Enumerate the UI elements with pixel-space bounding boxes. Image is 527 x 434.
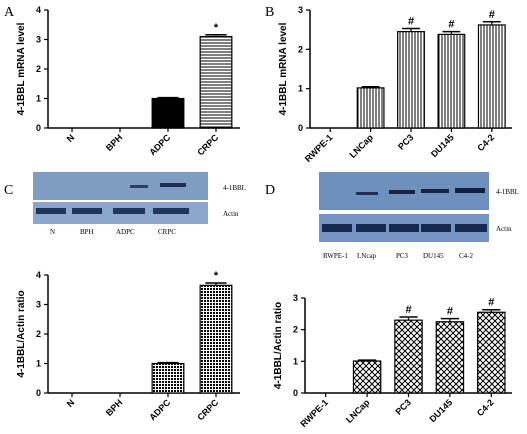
chart-b-ytick-label: 3 <box>298 5 303 15</box>
chart-b-xtick-label: DU145 <box>429 132 456 159</box>
chart-d-ytick-label: 1 <box>293 356 298 366</box>
chart-c-significance-mark: * <box>214 270 219 282</box>
chart-c-ytick-label: 3 <box>36 300 41 310</box>
chart-a-ytick-label: 1 <box>36 94 41 104</box>
chart-b-bar <box>477 24 506 129</box>
blot-d-lane-rwpe1: RWPE-1 <box>323 252 348 260</box>
chart-b-ylabel: 4-1BBL mRNA level <box>278 22 289 115</box>
chart-d-bar <box>435 321 465 394</box>
blot-d-actin-rwpe1 <box>322 224 352 232</box>
chart-d-xtick-label: RWPE-1 <box>298 397 330 429</box>
chart-d-bar <box>394 319 423 394</box>
western-blot-c: 4-1BBL Actin N BPH ADPC CRPC <box>33 172 246 236</box>
blot-c-actin-bph <box>72 208 102 214</box>
chart-a-xtick-label: CRPC <box>195 132 220 157</box>
panel-letter-a: A <box>4 5 15 20</box>
chart-b: 0 1 2 3 4-1BBL mRNA level RWPE-1 LNCap # PC3 # DU1… <box>278 5 512 164</box>
blot-d-lane-du145: DU145 <box>423 252 444 260</box>
chart-d-xtick-label: DU145 <box>427 397 454 424</box>
chart-c-xtick-label: N <box>65 397 77 409</box>
blot-c-lane-bph: BPH <box>80 228 94 236</box>
chart-b-ytick-label: 1 <box>298 84 303 94</box>
chart-a: 0 1 2 3 4 4-1BBL mRNA level N BPH ADPC * CRPC <box>16 5 240 157</box>
chart-c-ytick-label: 0 <box>36 388 41 398</box>
blot-c-lane-adpc: ADPC <box>116 228 135 236</box>
panel-letter-d: D <box>265 183 275 198</box>
chart-d-ytick-label: 0 <box>293 388 298 398</box>
blot-c-band-crpc <box>160 183 186 187</box>
chart-c-ylabel: 4-1BBL/Actin ratio <box>16 290 27 377</box>
chart-d: 0 1 2 3 4-1BBL/Actin ratio RWPE-1 LNCap # PC3 # DU… <box>273 293 512 429</box>
chart-d-significance-mark: # <box>488 297 494 309</box>
chart-c-xtick-label: BPH <box>104 397 125 418</box>
blot-d-actin-du145 <box>421 224 451 232</box>
blot-c-actin-crpc <box>153 208 189 214</box>
chart-c-ytick-label: 4 <box>36 270 41 280</box>
chart-a-ytick-label: 3 <box>36 35 41 45</box>
blot-c-label-actin: Actin <box>223 210 239 218</box>
chart-a-significance-mark: * <box>214 22 219 34</box>
chart-a-ytick-label: 0 <box>36 123 41 133</box>
chart-a-ytick-label: 4 <box>36 5 41 15</box>
blot-d-band-lncap <box>356 192 378 195</box>
panel-letter-c: C <box>4 183 13 198</box>
chart-d-significance-mark: # <box>405 304 411 316</box>
chart-c-xtick-label: ADPC <box>147 397 172 422</box>
blot-d-actin-pc3 <box>389 224 419 232</box>
blot-d-band-du145 <box>421 189 449 193</box>
chart-b-significance-mark: # <box>448 19 454 31</box>
panel-letter-b: B <box>265 5 274 20</box>
blot-c-lane-crpc: CRPC <box>158 228 176 236</box>
blot-d-label-actin: Actin <box>496 225 512 233</box>
blot-c-actin-n <box>36 208 66 214</box>
chart-d-ytick-label: 2 <box>293 325 298 335</box>
chart-b-xtick-label: LNCap <box>347 132 375 160</box>
blot-c-band-adpc <box>130 185 148 188</box>
chart-c-bar <box>199 284 233 394</box>
blot-d-lane-pc3: PC3 <box>396 252 409 260</box>
chart-a-xtick-label: ADPC <box>147 132 172 157</box>
blot-d-lane-c42: C4-2 <box>459 252 474 260</box>
blot-d-actin-c42 <box>455 224 487 232</box>
chart-b-bar <box>397 31 425 129</box>
chart-a-ytick-label: 2 <box>36 64 41 74</box>
chart-b-ytick-label: 0 <box>298 123 303 133</box>
chart-b-xtick-label: C4-2 <box>475 132 496 153</box>
chart-b-ytick-label: 2 <box>298 44 303 54</box>
chart-a-bar <box>151 97 185 129</box>
chart-d-ylabel: 4-1BBL/Actin ratio <box>273 302 284 389</box>
chart-a-xtick-label: BPH <box>104 132 125 153</box>
chart-b-xtick-label: PC3 <box>396 132 415 151</box>
chart-a-xtick-label: N <box>65 132 77 144</box>
chart-d-bar <box>477 311 506 394</box>
chart-c: 0 1 2 3 4 4-1BBL/Actin ratio N BPH ADPC * CRPC <box>16 270 240 422</box>
chart-c-bar <box>151 362 185 394</box>
chart-d-xtick-label: PC3 <box>393 397 412 416</box>
blot-c-label-4-1bbl: 4-1BBL <box>223 184 246 192</box>
chart-b-significance-mark: # <box>408 15 414 27</box>
chart-b-xtick-label: RWPE-1 <box>303 132 335 164</box>
chart-d-bar <box>352 360 382 394</box>
chart-d-ytick-label: 3 <box>293 293 298 303</box>
chart-c-ytick-label: 2 <box>36 329 41 339</box>
blot-c-lane-n: N <box>50 228 55 236</box>
chart-a-bar <box>199 35 233 129</box>
chart-b-bar <box>356 87 385 129</box>
blot-d-band-c42 <box>455 188 485 193</box>
chart-b-bar <box>437 33 466 129</box>
blot-d-band-pc3 <box>389 190 415 194</box>
blot-d-lane-lncap: LNcap <box>357 252 377 260</box>
blot-d-actin-lncap <box>356 224 386 232</box>
blot-c-actin-adpc <box>113 208 145 214</box>
western-blot-d: 4-1BBL Actin RWPE-1 LNcap PC3 DU145 C4-2 <box>319 172 519 260</box>
chart-c-xtick-label: CRPC <box>195 397 220 422</box>
chart-d-significance-mark: # <box>447 306 453 318</box>
chart-a-ylabel: 4-1BBL mRNA level <box>16 22 27 115</box>
chart-c-ytick-label: 1 <box>36 359 41 369</box>
blot-d-label-4-1bbl: 4-1BBL <box>496 188 519 196</box>
chart-d-xtick-label: LNCap <box>344 397 372 425</box>
chart-d-xtick-label: C4-2 <box>475 397 496 418</box>
chart-b-significance-mark: # <box>489 9 495 21</box>
